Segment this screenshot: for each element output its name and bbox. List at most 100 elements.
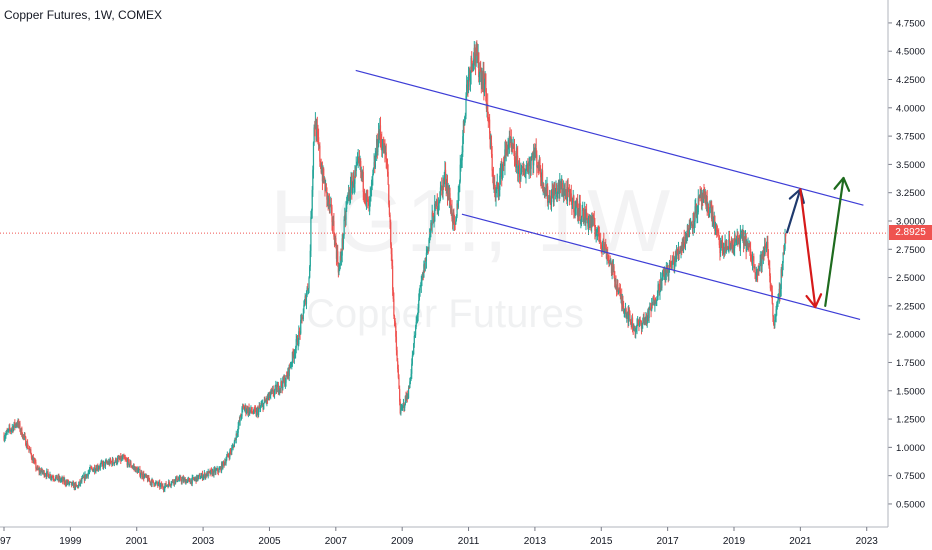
candle-body <box>159 484 161 488</box>
candle-body <box>562 194 564 196</box>
candle-body <box>425 258 427 261</box>
candle-body <box>516 153 518 156</box>
candle-body <box>411 355 413 364</box>
candle-body <box>12 426 15 431</box>
candle-body <box>722 250 724 254</box>
candle-body <box>594 225 596 232</box>
candle-body <box>300 316 302 320</box>
candle-body <box>647 310 649 317</box>
candle-body <box>684 234 687 245</box>
candle-body <box>199 474 201 479</box>
candle-body <box>378 130 380 136</box>
candle-body <box>439 199 441 202</box>
candle-body <box>657 284 659 297</box>
candle-body <box>25 445 27 447</box>
candle-body <box>416 314 419 317</box>
candle-body <box>32 457 34 461</box>
candle-body <box>677 252 679 255</box>
x-tick-label: 2011 <box>458 536 480 547</box>
candle-body <box>39 470 41 474</box>
candle-body <box>33 460 35 464</box>
candle-body <box>502 163 504 169</box>
candle-body <box>424 258 426 272</box>
price-axis[interactable] <box>888 0 932 550</box>
candle-body <box>460 160 463 162</box>
candle-body <box>471 63 473 67</box>
candle-body <box>715 225 717 229</box>
candle-body <box>67 480 70 484</box>
candle-body <box>543 188 546 193</box>
candle-body <box>135 467 137 472</box>
candle-body <box>535 148 537 155</box>
candle-body <box>478 74 480 78</box>
y-tick-label: 3.5000 <box>896 160 925 171</box>
projection-arrows <box>785 176 851 309</box>
candle-body <box>598 233 600 242</box>
candle-body <box>75 483 77 485</box>
candle-body <box>419 286 421 291</box>
candle-body <box>275 385 278 393</box>
candle-body <box>89 467 91 471</box>
candle-body <box>38 469 40 473</box>
candle-body <box>604 244 606 252</box>
candle-body <box>115 458 117 464</box>
candle-body <box>274 385 276 391</box>
candle-body <box>734 238 736 249</box>
candle-body <box>585 212 587 223</box>
candle-body <box>778 296 780 298</box>
candle-body <box>732 246 734 252</box>
candle-body <box>68 483 70 485</box>
candle-body <box>446 182 448 188</box>
candle-body <box>446 182 449 197</box>
candle-body <box>527 170 530 174</box>
candle-body <box>771 288 773 292</box>
candle-body <box>15 424 17 426</box>
candle-body <box>91 467 93 469</box>
candle-body <box>307 288 309 291</box>
candle-body <box>469 72 472 82</box>
candle-body <box>732 245 734 247</box>
candle-body <box>450 206 452 213</box>
candle-body <box>339 265 341 269</box>
candle-body <box>670 265 673 269</box>
y-tick-label: 4.7500 <box>896 18 925 29</box>
candle-body <box>747 244 749 246</box>
candle-body <box>704 194 706 199</box>
candle-body <box>166 485 168 487</box>
candle-body <box>384 152 387 154</box>
candle-body <box>417 307 419 315</box>
candle-body <box>138 469 140 471</box>
candle-body <box>229 450 231 458</box>
candle-body <box>18 423 20 426</box>
candle-body <box>312 169 314 190</box>
candle-body <box>27 442 29 449</box>
candle-body <box>488 119 490 121</box>
candle-body <box>210 470 212 475</box>
candle-body <box>772 316 775 325</box>
candle-body <box>327 194 329 203</box>
candle-body <box>618 288 620 293</box>
candle-body <box>757 268 759 275</box>
candle-body <box>725 245 727 252</box>
candle-body <box>399 388 401 402</box>
time-axis[interactable] <box>0 527 932 550</box>
candle-body <box>96 466 98 471</box>
candle-body <box>58 476 60 480</box>
candle-body <box>644 318 646 322</box>
candle-body <box>622 300 624 307</box>
candle-body <box>342 238 344 244</box>
candle-body <box>408 388 410 390</box>
candle-body <box>87 472 89 477</box>
candle-body <box>783 249 786 255</box>
candle-body <box>219 468 221 470</box>
candle-body <box>784 233 786 250</box>
candle-body <box>269 395 271 398</box>
candle-body <box>183 478 186 480</box>
candle-body <box>215 469 217 473</box>
candle-body <box>289 366 292 368</box>
candle-body <box>640 324 643 329</box>
candle-body <box>723 247 725 254</box>
candle-body <box>377 146 379 153</box>
